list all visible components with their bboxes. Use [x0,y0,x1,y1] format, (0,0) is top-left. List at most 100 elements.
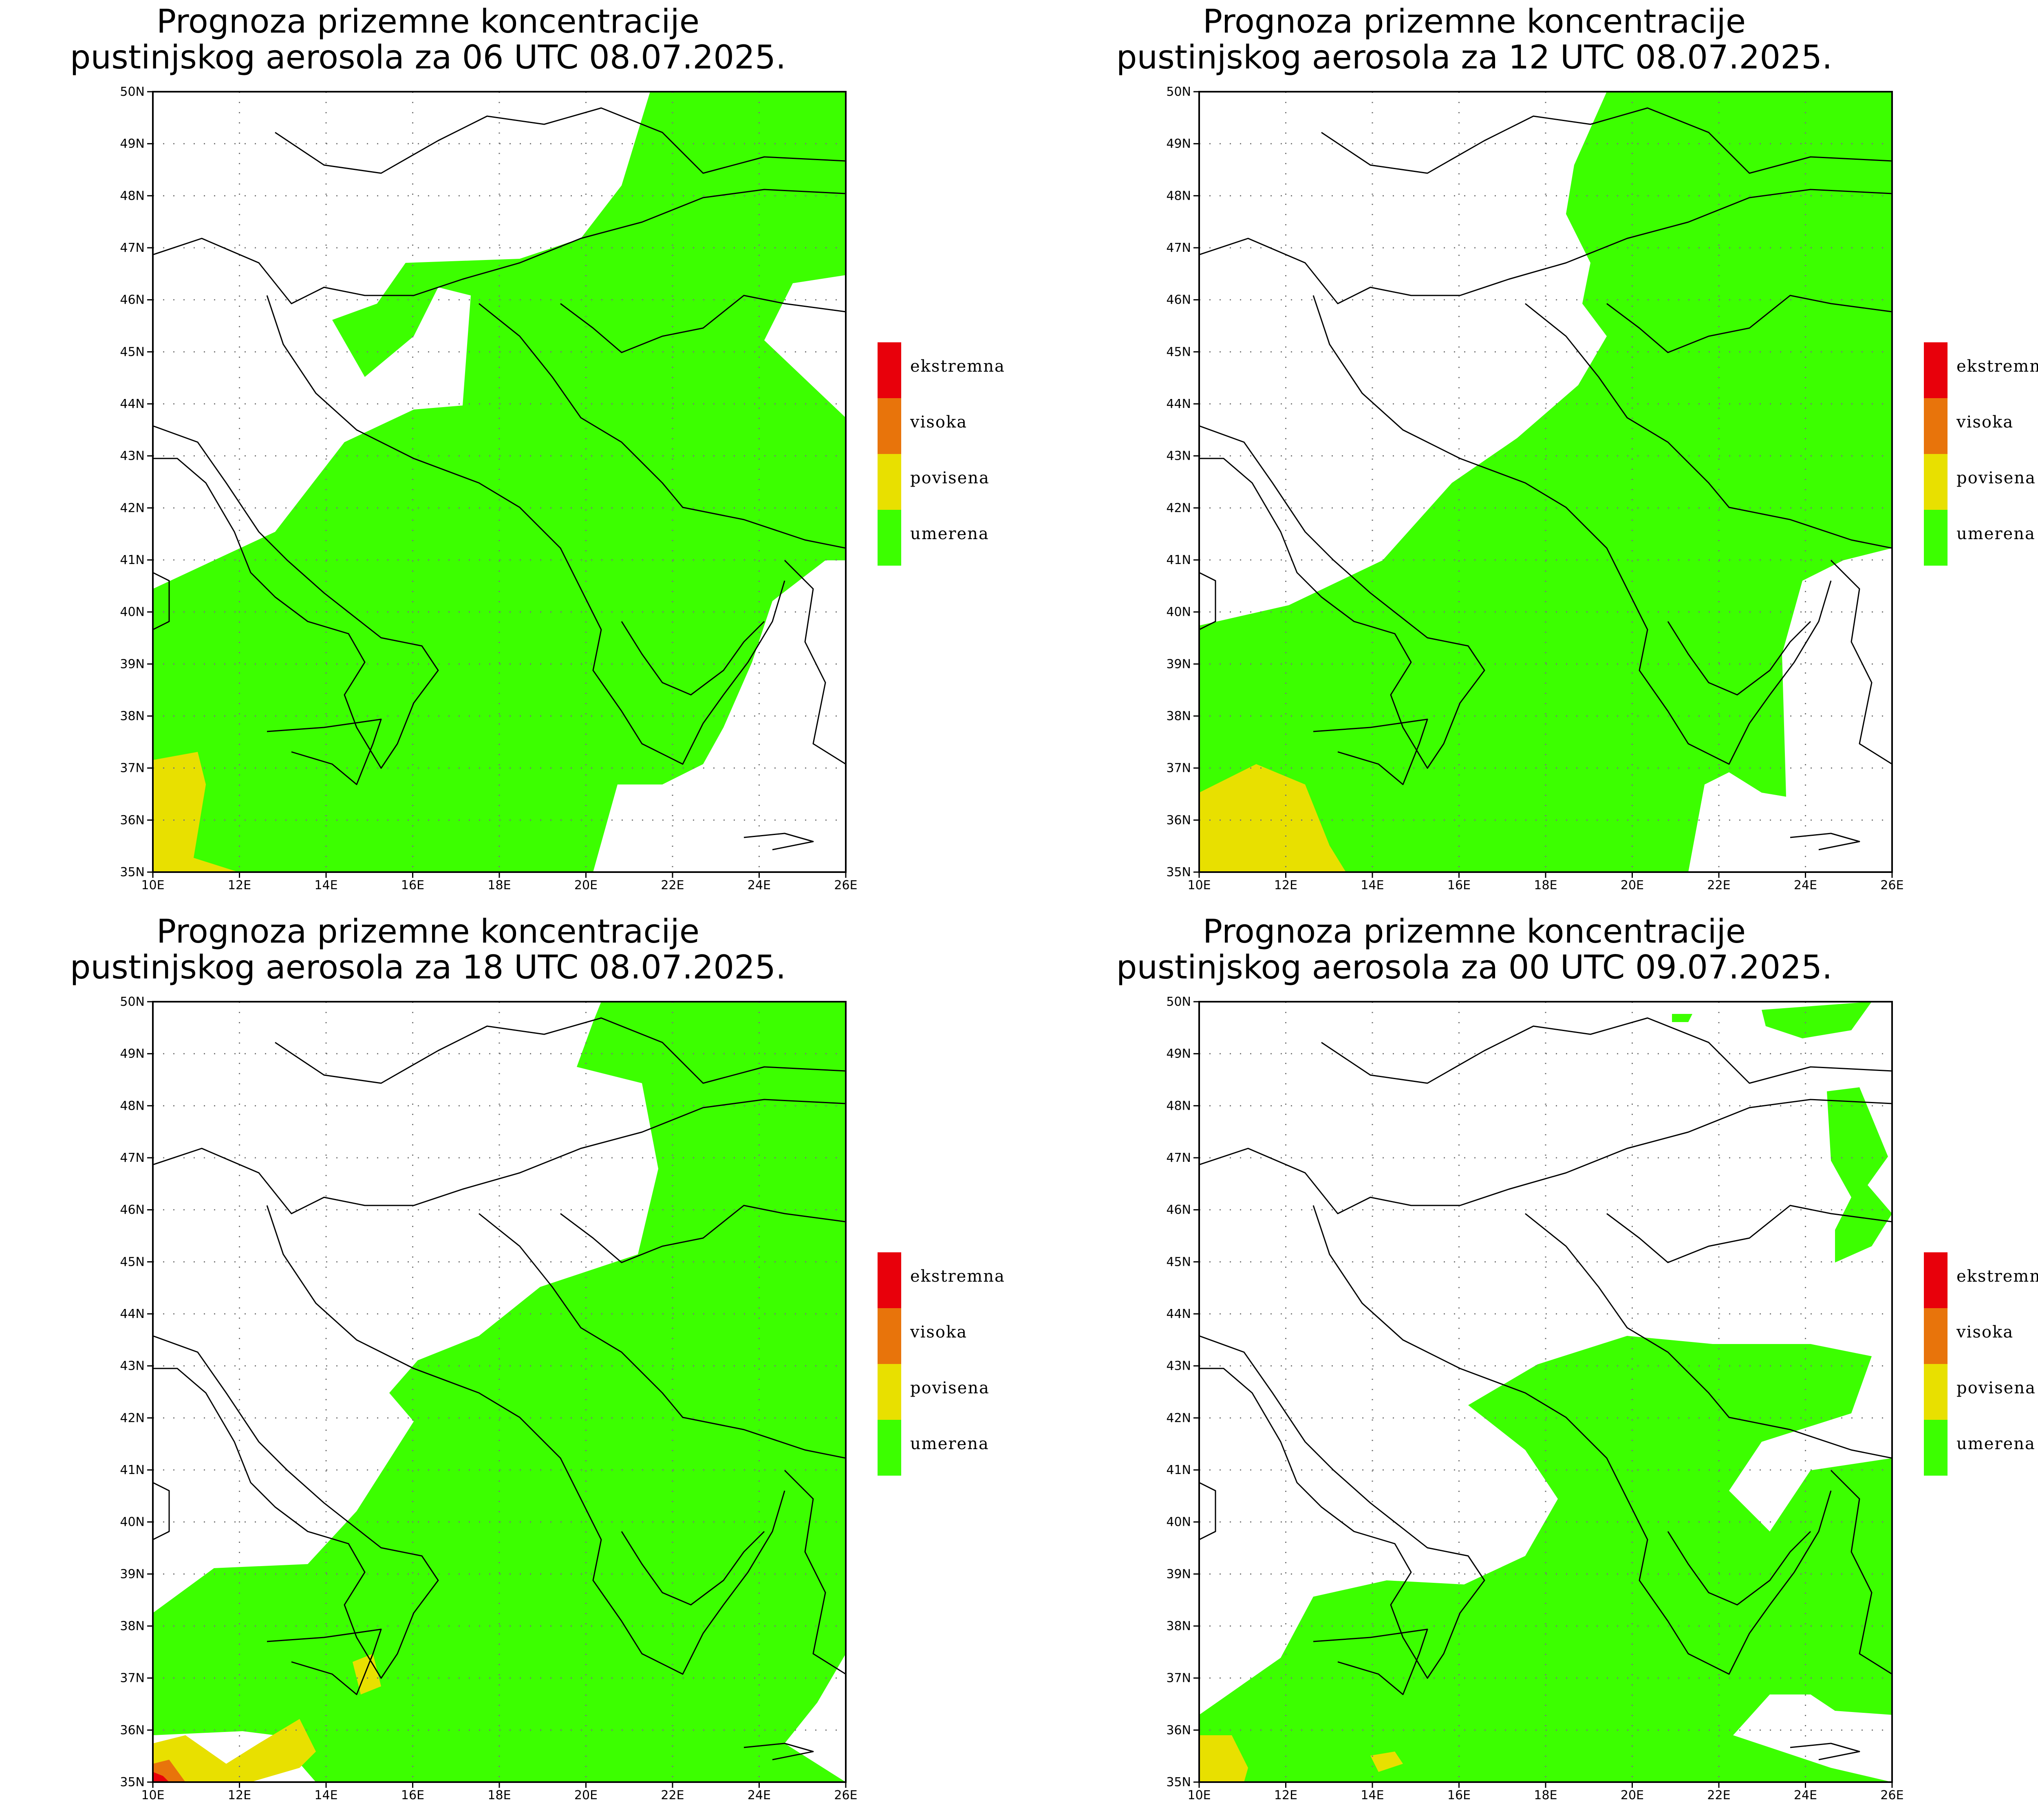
lat-label: 41N [120,553,145,567]
lat-label: 50N [1166,85,1191,99]
lon-label: 24E [748,878,771,892]
lon-label: 12E [228,878,251,892]
concentration-region [353,1654,381,1694]
coastline [1312,295,1832,765]
lon-label: 12E [1274,1788,1297,1802]
legend: ekstremna visoka povisena umerena [1924,342,2038,566]
lat-label: 46N [1166,293,1191,307]
title-line1: Prognoza prizemne koncentracije [1203,912,1746,950]
lat-label: 40N [120,1515,145,1529]
legend-label: ekstremna [910,357,1005,376]
map-area: 10E 12E 14E 16E 18E 20E 22E 24E 26E 50N 49N 48N 47N 4… [120,85,857,892]
concentration-region [1762,1002,1872,1038]
lat-label: 44N [120,397,145,411]
forecast-panel-00utc: Prognoza prizemne koncentracije pustinjs… [1046,910,2038,1820]
coastline [479,1213,846,1459]
coastline [1667,621,1811,696]
title-line2: pustinjskog aerosola za 18 UTC 08.07.202… [70,948,786,986]
coastline [560,1205,846,1263]
legend-label: povisena [910,469,990,487]
lon-label: 26E [834,878,857,892]
lat-label: 47N [1166,241,1191,255]
lat-label: 38N [1166,1619,1191,1633]
lon-label: 14E [1361,878,1384,892]
coastline [621,621,765,696]
coastline [1199,1099,1892,1214]
lat-label: 49N [120,137,145,151]
map-svg: Prognoza prizemne koncentracije pustinjs… [1116,912,2038,1802]
legend: ekstremna visoka povisena umerena [1924,1252,2038,1476]
lat-label: 48N [120,1099,145,1113]
coastline [743,1743,814,1761]
legend-label: umerena [1956,524,2036,543]
coastline [1830,1470,1892,1675]
lon-label: 14E [314,1788,337,1802]
lat-label: 47N [1166,1151,1191,1165]
lat-label: 50N [120,995,145,1009]
forecast-panel-06utc: Prognoza prizemne koncentracije pustinjs… [0,0,1046,910]
legend-label: ekstremna [1956,1267,2038,1286]
legend-label: povisena [1956,469,2036,487]
lat-label: 43N [1166,449,1191,463]
lon-label: 12E [228,1788,251,1802]
lat-label: 39N [1166,657,1191,671]
lat-label: 37N [120,1671,145,1686]
forecast-panel-18utc: Prognoza prizemne koncentracije pustinjs… [0,910,1046,1820]
coastline [267,718,382,785]
lat-label: 36N [120,813,145,827]
lat-label: 36N [120,1723,145,1737]
legend-label: povisena [1956,1379,2036,1397]
coastline [479,303,846,549]
map-area: 10E 12E 14E 16E 18E 20E 22E 24E 26E 50N 49N 48N 47N 4… [120,995,857,1802]
concentration-region [153,92,846,872]
lon-label: 16E [401,878,424,892]
lon-label: 18E [1534,878,1557,892]
legend-label: ekstremna [1956,357,2038,376]
map-area: 10E 12E 14E 16E 18E 20E 22E 24E 26E 50N 49N 48N 47N 4… [1166,995,1903,1802]
lat-label: 45N [120,345,145,359]
lat-label: 43N [120,1359,145,1373]
concentration-region [1370,1752,1403,1772]
lat-label: 38N [120,1619,145,1633]
legend-swatch [1924,398,1948,454]
lon-label: 16E [1447,1788,1471,1802]
coastline [153,1335,439,1679]
lat-label: 50N [120,85,145,99]
lon-label: 24E [748,1788,771,1802]
legend-swatch [878,510,901,566]
coastline [275,107,846,174]
lat-label: 44N [1166,1307,1191,1321]
concentration-region [153,752,238,872]
legend-label: umerena [910,524,989,543]
coastline [1313,718,1428,785]
lat-label: 48N [1166,189,1191,203]
coastline [1199,1482,1216,1540]
lat-label: 46N [120,1203,145,1217]
lat-label: 47N [120,1151,145,1165]
lat-label: 49N [120,1047,145,1061]
coastline [1199,189,1892,304]
title-line1: Prognoza prizemne koncentracije [1203,2,1746,40]
lon-label: 10E [141,1788,164,1802]
lat-label: 40N [1166,1515,1191,1529]
lon-label: 22E [1707,1788,1730,1802]
legend-swatch [878,398,901,454]
coastline [560,295,846,353]
lat-label: 46N [1166,1203,1191,1217]
lat-label: 35N [1166,1775,1191,1789]
lon-label: 20E [574,1788,598,1802]
lat-label: 44N [1166,397,1191,411]
lat-label: 44N [120,1307,145,1321]
coastline [1525,1213,1892,1459]
coastline [1830,560,1892,765]
lat-label: 43N [1166,1359,1191,1373]
map-svg: Prognoza prizemne koncentracije pustinjs… [70,2,1005,892]
legend-swatch [878,1364,901,1420]
coastline [275,1017,846,1084]
lat-label: 50N [1166,995,1191,1009]
coastline [1199,572,1216,630]
lat-label: 35N [120,1775,145,1789]
lat-label: 36N [1166,1723,1191,1737]
lat-label: 35N [1166,865,1191,879]
title-line2: pustinjskog aerosola za 12 UTC 08.07.202… [1116,38,1833,76]
